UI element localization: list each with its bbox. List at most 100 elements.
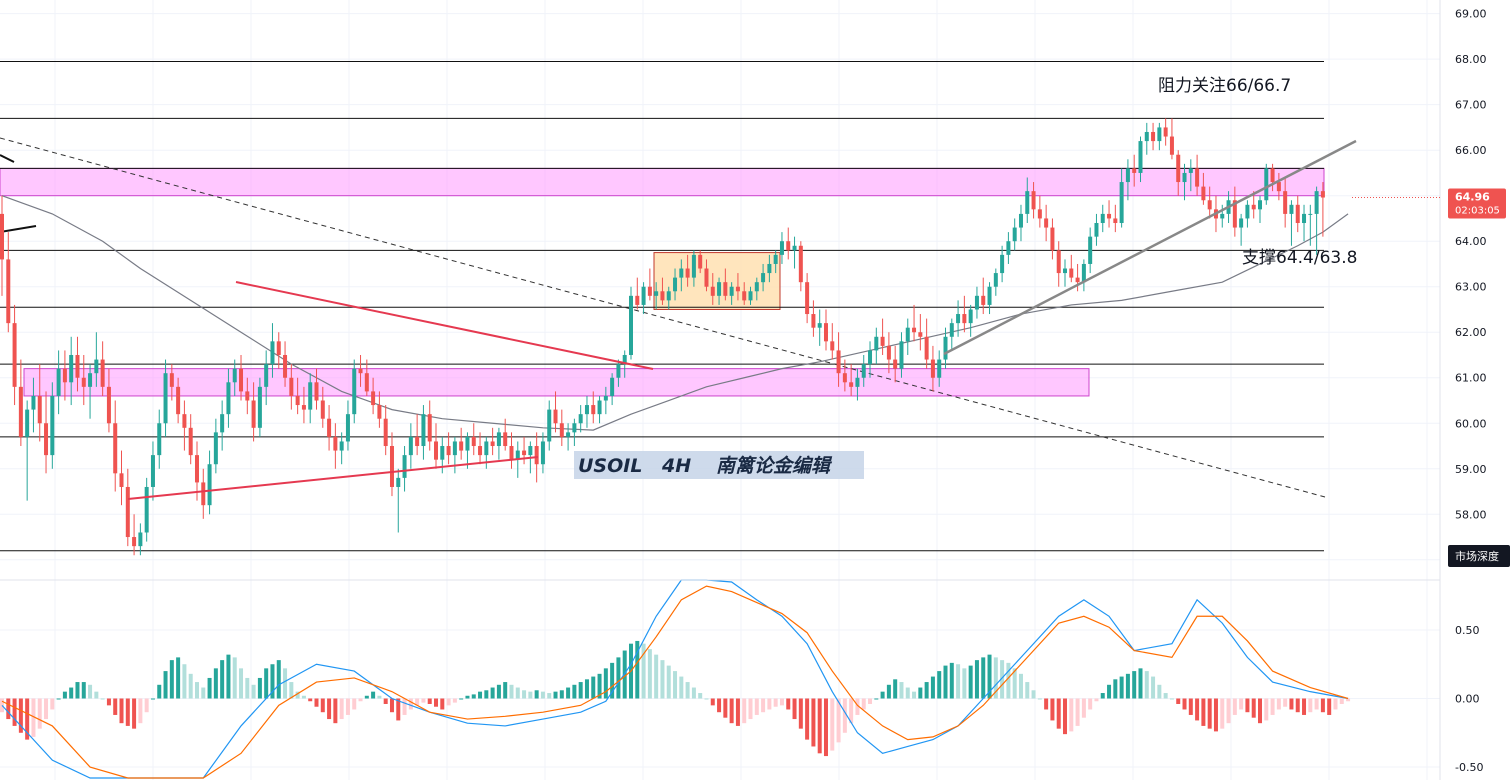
candle xyxy=(1232,186,1237,237)
price-axis[interactable] xyxy=(1440,0,1511,780)
candle xyxy=(194,441,199,501)
candle xyxy=(81,354,86,406)
candle-body xyxy=(157,423,162,456)
candle-body xyxy=(534,446,539,465)
macd-histogram-bar xyxy=(673,671,678,699)
candle xyxy=(56,350,61,415)
candle-body xyxy=(1207,200,1212,210)
macd-histogram-bar xyxy=(1270,698,1275,715)
macd-histogram-bar xyxy=(597,673,602,699)
candle xyxy=(1044,204,1049,242)
macd-histogram-bar xyxy=(408,698,413,710)
macd-histogram-bar xyxy=(1000,660,1005,699)
macd-histogram-bar xyxy=(1213,698,1218,732)
candle xyxy=(459,427,464,460)
candle-body xyxy=(547,409,552,442)
candle xyxy=(1264,163,1269,205)
macd-histogram-bar xyxy=(295,691,300,699)
candle-body xyxy=(993,273,998,287)
macd-histogram-bar xyxy=(1018,673,1023,699)
descending-dashed-trendline[interactable] xyxy=(0,137,1326,498)
candle-body xyxy=(572,423,577,433)
candle xyxy=(886,332,891,374)
candle xyxy=(1258,195,1262,224)
candle-body xyxy=(138,532,143,547)
left-edge-trendline-lower[interactable] xyxy=(0,225,37,233)
candle-body xyxy=(295,395,300,406)
macd-histogram-bar xyxy=(377,695,382,699)
candle xyxy=(773,250,778,274)
candle xyxy=(37,364,42,442)
macd-histogram-bar xyxy=(12,698,17,726)
candle xyxy=(540,432,545,474)
candlesticks xyxy=(0,118,1325,556)
candle-body xyxy=(245,391,250,401)
candle xyxy=(69,336,74,406)
candle xyxy=(88,364,93,419)
macd-histogram-bar xyxy=(182,664,187,699)
support-annotation[interactable]: 支撑64.4/63.8 xyxy=(1242,248,1357,268)
candle-body xyxy=(905,327,910,342)
candle-body xyxy=(484,441,489,456)
macd-histogram-bar xyxy=(786,698,791,710)
candle-body xyxy=(113,423,118,474)
macd-histogram-bar xyxy=(830,698,835,751)
candle xyxy=(220,400,225,451)
last-price-tag: 64.96 02:03:05 xyxy=(1448,188,1506,219)
candle-body xyxy=(553,409,558,424)
macd-histogram-bar xyxy=(603,668,608,699)
macd-histogram-bar xyxy=(503,682,508,699)
macd-histogram-bar xyxy=(62,691,67,699)
candle xyxy=(679,259,684,292)
macd-histogram-bar xyxy=(213,668,218,699)
macd-histogram-bar xyxy=(1314,698,1319,710)
macd-histogram-bar xyxy=(157,684,162,699)
triangle-upper-trendline[interactable] xyxy=(235,281,654,370)
candle xyxy=(786,227,791,260)
lower-support-zone[interactable] xyxy=(23,368,1090,397)
macd-histogram-bar xyxy=(1031,690,1036,699)
candle xyxy=(31,377,36,433)
candle xyxy=(239,354,244,401)
candle-body xyxy=(924,336,929,360)
ascending-trendline[interactable] xyxy=(943,139,1357,356)
macd-histogram-bar xyxy=(446,698,451,706)
macd-histogram-bar xyxy=(364,695,369,699)
candle xyxy=(113,400,118,492)
candle-body xyxy=(163,373,168,424)
market-depth-button[interactable]: 市场深度 xyxy=(1448,545,1510,567)
candle-body xyxy=(566,432,571,437)
triangle-lower-trendline[interactable] xyxy=(127,456,539,500)
candle-body xyxy=(603,395,608,401)
candle xyxy=(169,364,174,401)
candle xyxy=(559,409,564,447)
macd-histogram-bar xyxy=(1069,698,1074,732)
candle xyxy=(647,268,652,301)
candle-body xyxy=(169,373,174,387)
candle-body xyxy=(968,309,973,324)
macd-histogram-bar xyxy=(1151,676,1156,699)
macd-histogram-bar xyxy=(654,654,659,699)
macd-histogram-bar xyxy=(75,682,80,699)
left-edge-trendline-upper[interactable] xyxy=(0,154,15,163)
candle-body xyxy=(748,291,753,301)
macd-histogram-bar xyxy=(798,698,803,729)
candle-body xyxy=(213,432,218,465)
macd-histogram-bar xyxy=(647,649,652,699)
candle xyxy=(823,309,828,351)
candle-body xyxy=(1037,209,1042,219)
candle-body xyxy=(1201,186,1206,201)
candle-body xyxy=(1302,213,1307,224)
macd-histogram-bar xyxy=(314,698,319,707)
macd-histogram-bar xyxy=(754,698,759,715)
candle-body xyxy=(1138,141,1143,173)
macd-histogram-bar xyxy=(679,676,684,699)
upper-resistance-zone[interactable] xyxy=(0,167,1325,197)
macd-histogram-bar xyxy=(320,698,325,713)
macd-histogram-bar xyxy=(1220,698,1225,729)
candle xyxy=(1207,186,1212,219)
candle xyxy=(912,304,917,342)
resistance-annotation[interactable]: 阻力关注66/66.7 xyxy=(1158,76,1291,96)
macd-histogram-bar xyxy=(874,698,879,700)
